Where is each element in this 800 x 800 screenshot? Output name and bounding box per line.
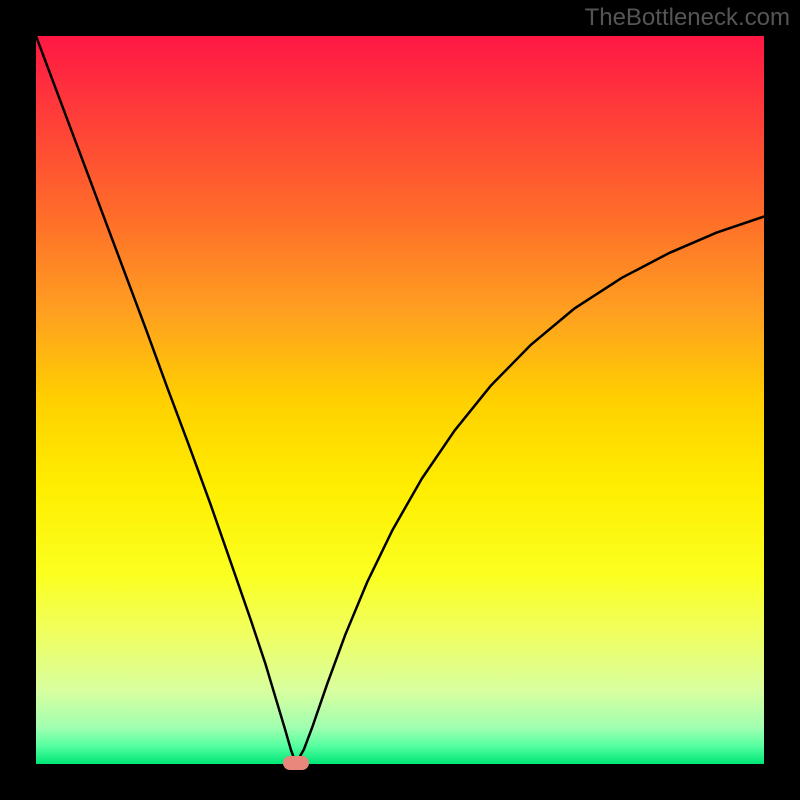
optimal-point-marker (283, 756, 309, 770)
watermark-text: TheBottleneck.com (585, 4, 790, 32)
chart-frame: TheBottleneck.com (0, 0, 800, 800)
plot-gradient-area (36, 36, 764, 764)
